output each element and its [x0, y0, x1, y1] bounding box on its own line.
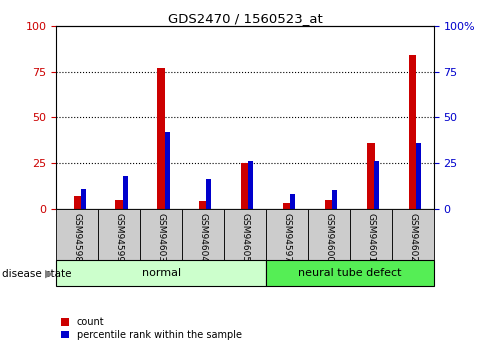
Bar [157, 68, 165, 209]
Bar [56, 209, 98, 260]
Bar [98, 209, 140, 260]
Bar [325, 199, 333, 209]
Bar [416, 143, 421, 209]
Bar [283, 203, 291, 209]
Text: GSM94604: GSM94604 [198, 213, 208, 262]
Text: GSM94605: GSM94605 [241, 213, 249, 262]
Bar [332, 190, 337, 209]
Bar [199, 201, 207, 209]
Text: GSM94600: GSM94600 [324, 213, 333, 262]
Bar [308, 209, 350, 260]
Bar [74, 196, 81, 209]
Bar [56, 260, 266, 286]
Text: ▶: ▶ [45, 269, 53, 278]
Legend: count, percentile rank within the sample: count, percentile rank within the sample [61, 317, 242, 340]
Bar [290, 194, 295, 209]
Text: neural tube defect: neural tube defect [298, 268, 402, 278]
Bar [367, 143, 374, 209]
Bar [81, 189, 86, 209]
Text: GSM94597: GSM94597 [282, 213, 292, 262]
Text: normal: normal [142, 268, 181, 278]
Text: GSM94599: GSM94599 [115, 213, 124, 262]
Text: GSM94602: GSM94602 [408, 213, 417, 262]
Title: GDS2470 / 1560523_at: GDS2470 / 1560523_at [168, 12, 322, 25]
Bar [266, 260, 434, 286]
Text: GSM94603: GSM94603 [157, 213, 166, 262]
Text: GSM94598: GSM94598 [73, 213, 82, 262]
Bar [374, 161, 379, 209]
Bar [116, 199, 123, 209]
Bar [182, 209, 224, 260]
Bar [224, 209, 266, 260]
Bar [206, 179, 212, 209]
Bar [241, 163, 249, 209]
Bar [122, 176, 127, 209]
Bar [248, 161, 253, 209]
Text: GSM94601: GSM94601 [366, 213, 375, 262]
Text: disease state: disease state [2, 269, 72, 278]
Bar [392, 209, 434, 260]
Bar [165, 132, 170, 209]
Bar [350, 209, 392, 260]
Bar [266, 209, 308, 260]
Bar [140, 209, 182, 260]
Bar [409, 55, 416, 209]
